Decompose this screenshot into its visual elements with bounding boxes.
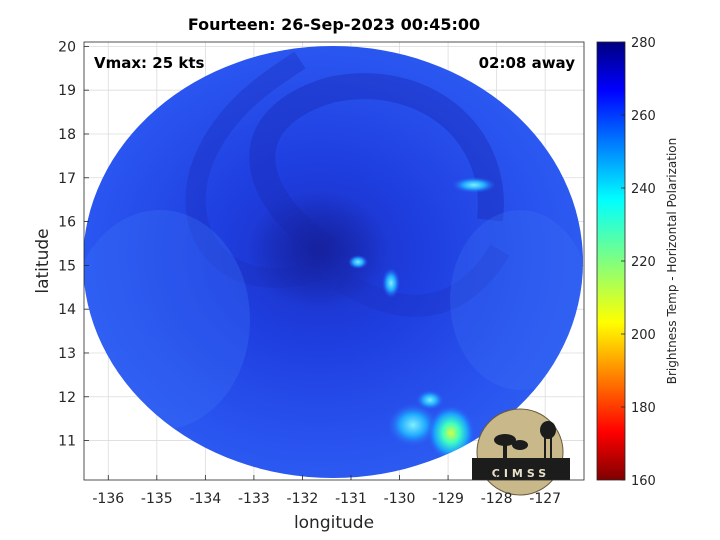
logo-text: CIMSS [492,467,550,480]
water-tower-icon [540,421,556,459]
y-tick-label: 11 [58,434,76,450]
y-tick-label: 12 [58,390,76,406]
time-offset-annotation: 02:08 away [479,54,576,72]
y-tick-label: 14 [58,302,76,318]
warm-patch [416,390,444,410]
storm-core [248,192,388,308]
x-tick-label: -130 [384,491,416,507]
swath [84,46,583,478]
warm-band [452,177,496,193]
colorbar-tick-label: 280 [631,36,656,51]
x-tick-label: -134 [189,491,221,507]
colorbar-tick-label: 200 [631,328,656,343]
colorbar-label: Brightness Temp - Horizontal Polarizatio… [665,138,679,385]
x-tick-label: -133 [238,491,270,507]
cimss-logo: CIMSS [472,408,570,496]
vmax-annotation: Vmax: 25 kts [94,54,204,72]
warm-patch [387,403,439,447]
rain-band [185,51,324,288]
rain-band [334,244,510,317]
colorbar-tick-label: 180 [631,401,656,416]
colorbar-ticks: 160 180 200 220 240 260 280 [621,36,656,489]
chart-title: Fourteen: 26-Sep-2023 00:45:00 [188,15,480,34]
colorbar-tick-label: 240 [631,182,656,197]
colorbar [596,41,626,481]
satellite-dish-icon [494,434,528,460]
x-tick-label: -132 [287,491,319,507]
colorbar-tick-label: 260 [631,109,656,124]
warm-spot [382,268,400,298]
plot-frame [83,41,585,481]
y-tick-label: 13 [58,346,76,362]
x-tick-label: -131 [335,491,367,507]
y-axis-label: latitude [33,228,53,293]
y-tick-label: 17 [58,171,76,187]
x-tick-label: -127 [529,491,561,507]
x-axis: -136 -135 -134 -133 -132 -131 -130 -129 -128 -127 [92,475,561,507]
colorbar-tick-label: 160 [631,474,656,489]
x-tick-label: -129 [432,491,464,507]
y-axis: 11 12 13 14 15 16 17 18 19 20 [58,39,89,450]
x-tick-label: -135 [141,491,173,507]
rain-band [249,73,504,262]
x-axis-label: longitude [294,513,374,533]
x-tick-label: -128 [481,491,513,507]
y-tick-label: 20 [58,39,76,55]
warm-spot [348,255,368,269]
colorbar-tick-label: 220 [631,255,656,270]
y-tick-label: 18 [58,127,76,143]
y-tick-label: 19 [58,83,76,99]
y-tick-label: 15 [58,258,76,274]
x-tick-label: -136 [92,491,124,507]
y-tick-label: 16 [58,215,76,231]
